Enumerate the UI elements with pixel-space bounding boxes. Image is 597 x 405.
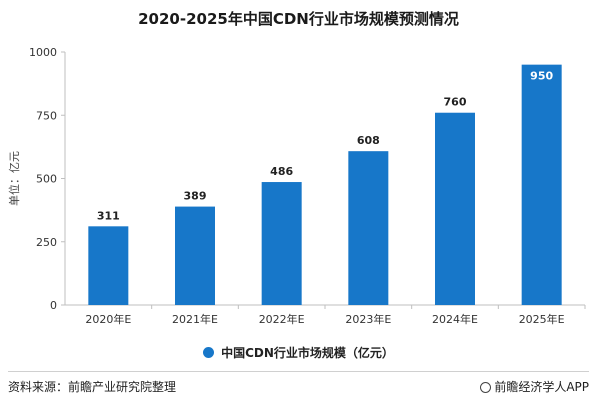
- brand: 前瞻经济学人APP: [480, 378, 589, 395]
- bar: [261, 182, 302, 305]
- y-axis-label: 单位：亿元: [7, 151, 21, 206]
- y-tick-label: 1000: [29, 46, 57, 59]
- bar-value-label: 389: [184, 190, 207, 203]
- bar: [348, 151, 389, 305]
- legend: 中国CDN行业市场规模（亿元）: [0, 344, 597, 361]
- bar-value-label: 311: [97, 209, 120, 222]
- x-tick-label: 2022年E: [259, 312, 305, 326]
- x-tick-label: 2023年E: [345, 312, 391, 326]
- x-tick-label: 2025年E: [519, 312, 565, 326]
- prospective-logo-icon: [480, 382, 492, 393]
- x-tick-label: 2021年E: [172, 312, 218, 326]
- bar: [435, 112, 475, 305]
- y-tick-label: 750: [36, 109, 57, 122]
- bar-chart: 0 250 500 750 1000 单位：亿元 311 2020年E 389 2021年E 486…: [7, 46, 586, 326]
- y-tick-label: 250: [36, 236, 57, 249]
- brand-label: 前瞻经济学人APP: [494, 380, 589, 394]
- bar: [88, 226, 129, 305]
- legend-swatch: [203, 347, 215, 358]
- bar-value-label: 950: [530, 70, 553, 83]
- x-tick-label: 2024年E: [432, 312, 478, 326]
- bar: [521, 64, 562, 306]
- bar-value-label: 760: [444, 96, 467, 109]
- y-tick-label: 0: [50, 299, 57, 312]
- chart-title: 2020-2025年中国CDN行业市场规模预测情况: [138, 10, 459, 28]
- bar: [175, 206, 215, 305]
- source-note: 资料来源：前瞻产业研究院整理: [8, 380, 177, 394]
- footer: 资料来源：前瞻产业研究院整理 前瞻经济学人APP: [8, 371, 589, 396]
- x-tick-label: 2020年E: [85, 312, 131, 326]
- legend-label: 中国CDN行业市场规模（亿元）: [221, 346, 394, 360]
- bar-value-label: 486: [270, 165, 293, 178]
- y-tick-label: 500: [36, 173, 57, 186]
- bar-value-label: 608: [357, 134, 380, 147]
